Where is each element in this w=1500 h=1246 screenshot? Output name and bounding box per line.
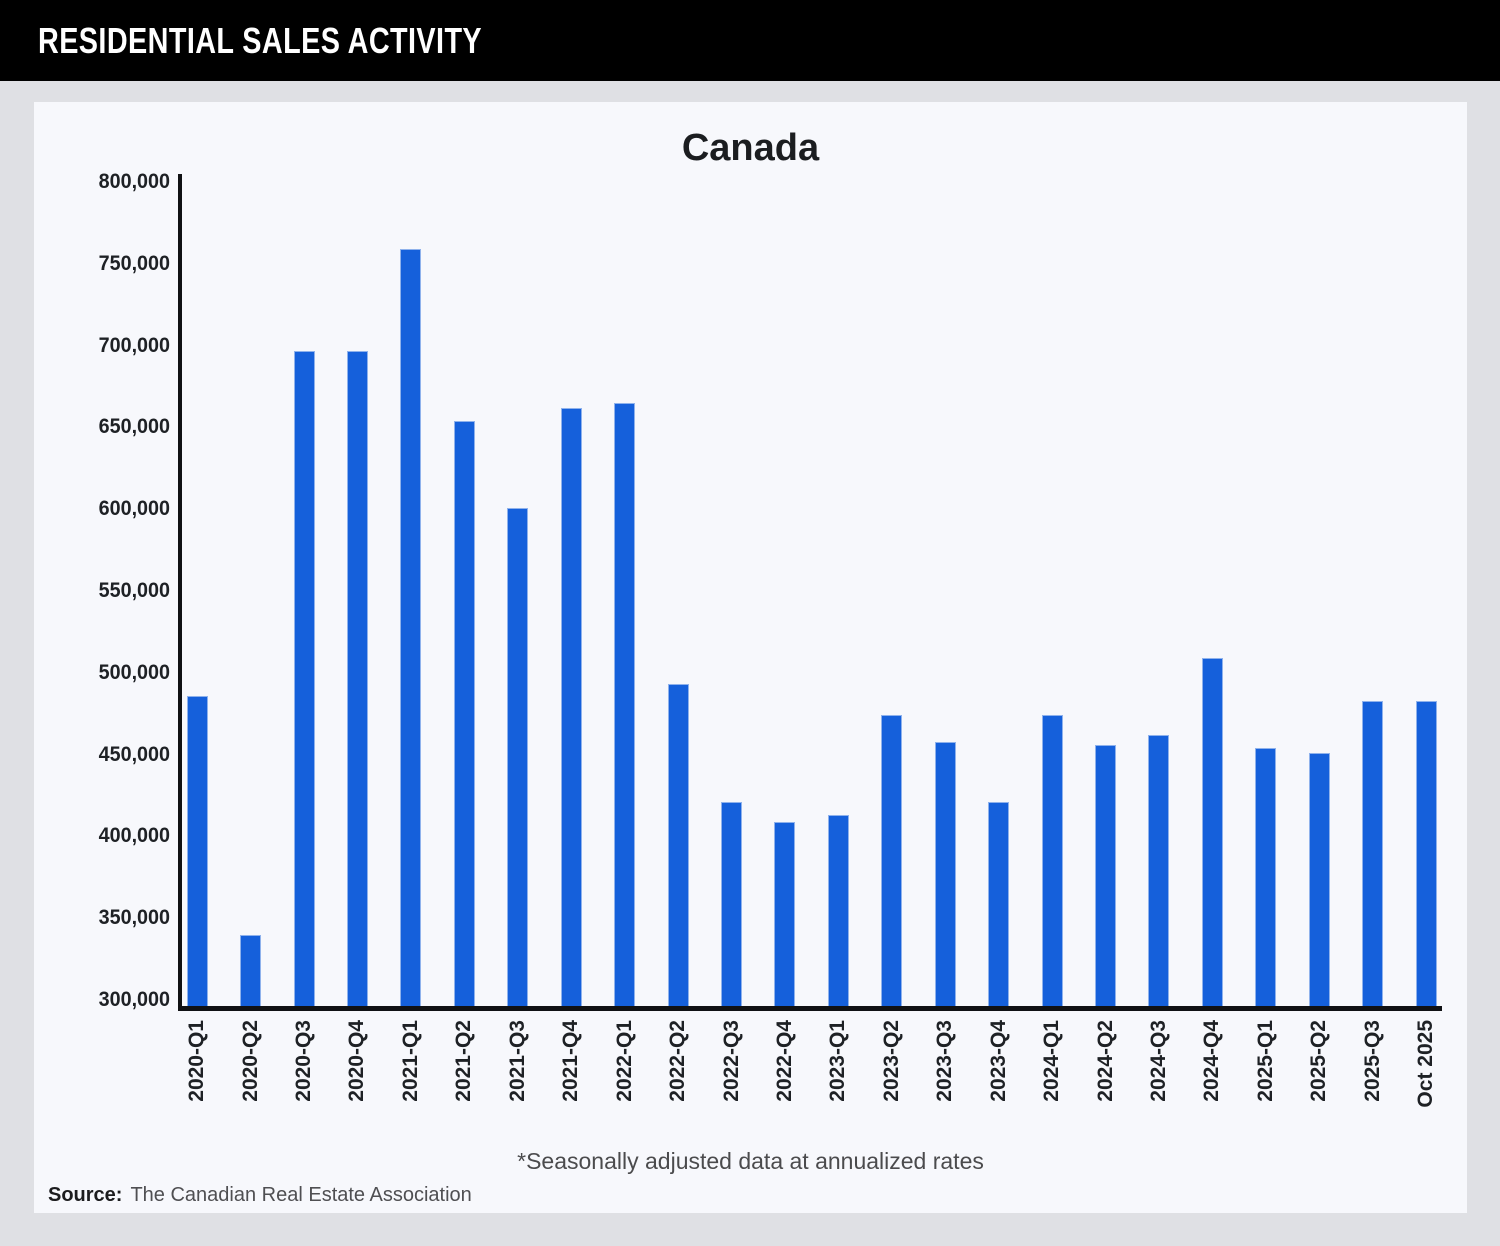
y-tick-label: 650,000 bbox=[98, 415, 170, 439]
x-tick-label: 2022-Q1 bbox=[612, 1020, 636, 1102]
bar-2025-Q3 bbox=[1362, 700, 1384, 1010]
y-axis-line bbox=[178, 174, 182, 1011]
x-tick-label: 2020-Q2 bbox=[238, 1020, 262, 1102]
header-bar: RESIDENTIAL SALES ACTIVITY bbox=[0, 0, 1500, 81]
bar-Oct 2025 bbox=[1415, 700, 1437, 1010]
x-tick-label: 2022-Q2 bbox=[666, 1020, 690, 1102]
x-axis-line bbox=[178, 1006, 1442, 1011]
x-tick-label: 2024-Q1 bbox=[1040, 1020, 1064, 1102]
bar-2021-Q1 bbox=[400, 249, 422, 1010]
x-tick-label: 2023-Q4 bbox=[986, 1020, 1010, 1102]
footnote: *Seasonally adjusted data at annualized … bbox=[517, 1148, 984, 1174]
x-tick-label: 2023-Q1 bbox=[826, 1020, 850, 1102]
y-tick-label: 800,000 bbox=[98, 170, 170, 193]
bar-2025-Q1 bbox=[1255, 748, 1277, 1010]
bar-2022-Q1 bbox=[614, 402, 636, 1010]
y-tick-label: 350,000 bbox=[98, 906, 170, 930]
x-tick-label: 2023-Q3 bbox=[933, 1020, 957, 1102]
y-tick-label: 450,000 bbox=[98, 742, 170, 766]
x-tick-label: 2025-Q2 bbox=[1307, 1020, 1331, 1102]
bar-2021-Q2 bbox=[453, 420, 475, 1010]
source-text: The Canadian Real Estate Association bbox=[130, 1184, 472, 1206]
x-tick-label: 2020-Q4 bbox=[345, 1020, 369, 1102]
x-tick-label: 2025-Q1 bbox=[1253, 1020, 1277, 1102]
bar-2020-Q3 bbox=[293, 350, 315, 1010]
chart-title: Canada bbox=[681, 127, 820, 169]
x-tick-label: 2025-Q3 bbox=[1360, 1020, 1384, 1102]
x-tick-label: 2024-Q2 bbox=[1093, 1020, 1117, 1102]
y-tick-label: 600,000 bbox=[98, 497, 170, 521]
x-tick-label: 2021-Q3 bbox=[505, 1020, 529, 1102]
page-title: RESIDENTIAL SALES ACTIVITY bbox=[38, 19, 483, 61]
bar-2022-Q4 bbox=[774, 821, 796, 1010]
y-tick-label: 750,000 bbox=[98, 251, 170, 275]
bar-2023-Q3 bbox=[934, 741, 956, 1010]
x-tick-label: 2021-Q1 bbox=[398, 1020, 422, 1102]
x-tick-label: Oct 2025 bbox=[1414, 1020, 1438, 1108]
source-label: Source: bbox=[48, 1184, 123, 1206]
bar-2024-Q2 bbox=[1095, 744, 1116, 1010]
bar-2021-Q4 bbox=[560, 407, 582, 1010]
x-tick-label: 2024-Q4 bbox=[1200, 1020, 1224, 1102]
bar-2023-Q4 bbox=[988, 802, 1010, 1010]
x-tick-label: 2022-Q4 bbox=[772, 1020, 796, 1102]
bar-2023-Q2 bbox=[881, 715, 903, 1010]
x-tick-label: 2020-Q1 bbox=[185, 1020, 209, 1102]
bar-2025-Q2 bbox=[1308, 752, 1330, 1010]
bar-2023-Q1 bbox=[827, 815, 849, 1010]
y-tick-label: 550,000 bbox=[98, 579, 170, 602]
bar-2021-Q3 bbox=[507, 507, 529, 1010]
bar-2020-Q4 bbox=[346, 350, 368, 1010]
y-tick-label: 400,000 bbox=[98, 824, 170, 848]
bar-2022-Q2 bbox=[667, 684, 689, 1010]
bar-2024-Q3 bbox=[1148, 734, 1170, 1010]
x-tick-label: 2021-Q4 bbox=[559, 1020, 583, 1102]
x-tick-label: 2021-Q2 bbox=[452, 1020, 476, 1102]
bar-2020-Q1 bbox=[186, 695, 208, 1010]
bar-2024-Q1 bbox=[1041, 715, 1063, 1010]
y-tick-label: 300,000 bbox=[98, 988, 170, 1011]
x-tick-label: 2020-Q3 bbox=[292, 1020, 316, 1102]
source-line: Source: The Canadian Real Estate Associat… bbox=[48, 1184, 472, 1207]
y-tick-label: 700,000 bbox=[98, 333, 170, 357]
y-tick-label: 500,000 bbox=[98, 660, 170, 684]
x-tick-label: 2023-Q2 bbox=[879, 1020, 903, 1102]
chart-card bbox=[34, 102, 1467, 1213]
x-tick-label: 2024-Q3 bbox=[1146, 1020, 1170, 1102]
bar-2024-Q4 bbox=[1201, 658, 1223, 1010]
bar-2022-Q3 bbox=[721, 802, 742, 1010]
bar-2020-Q2 bbox=[240, 934, 262, 1010]
x-tick-label: 2022-Q3 bbox=[719, 1020, 743, 1102]
